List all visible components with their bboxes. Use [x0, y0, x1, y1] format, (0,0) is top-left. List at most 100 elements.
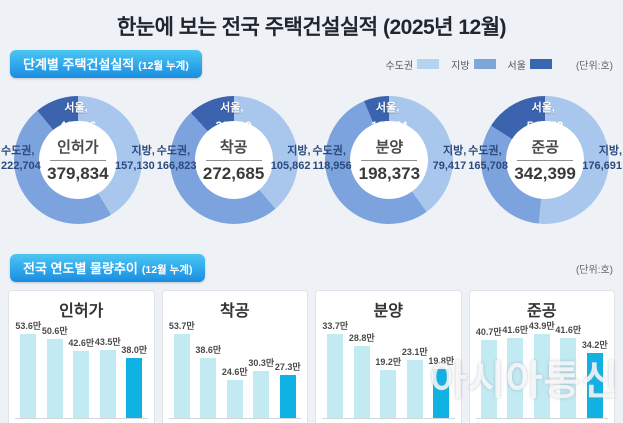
bar-column: 34.2만	[581, 338, 608, 418]
bar	[433, 369, 450, 418]
donut-total: 379,834	[47, 164, 109, 183]
donut-center: 착공 272,685	[194, 121, 273, 199]
bar	[46, 339, 63, 418]
donut-chart-completions: 서울, 54,653 준공 342,399 수도권, 165,708 지방, 1…	[467, 88, 623, 246]
local-callout: 지방, 157,130	[114, 145, 155, 173]
bar-value-label: 19.8만	[428, 356, 455, 366]
bar-column: 23.1만	[401, 345, 428, 418]
donut-row: 서울, 41,566 인허가 379,834 수도권, 222,704 지방, …	[0, 88, 623, 246]
legend-item-capital: 수도권	[386, 57, 440, 72]
section1-title: 단계별 주택건설실적	[23, 57, 135, 72]
bar	[173, 334, 190, 418]
divider-line	[49, 160, 106, 161]
plot-area: 53.7만 38.6만 24.6만 30.3만 27.3만	[168, 321, 301, 419]
donut-center: 분양 198,373	[350, 121, 429, 199]
bar	[507, 338, 524, 418]
capital-callout: 수도권, 118,956	[312, 145, 352, 173]
bar	[406, 360, 423, 418]
bar-chart-title: 인허가	[59, 303, 104, 320]
donut-total: 342,399	[514, 164, 576, 183]
bar-value-label: 19.2만	[375, 357, 402, 367]
donut-title: 인허가	[57, 139, 99, 156]
divider-line	[361, 160, 418, 161]
section2-title-pill: 전국 연도별 물량추이 (12월 누계)	[10, 254, 206, 282]
legend-item-local: 지방	[451, 57, 496, 72]
bar-value-label: 53.6만	[15, 321, 42, 331]
bar-value-label: 38.6만	[195, 345, 222, 355]
donut-chart-starts: 서울, 32,119 착공 272,685 수도권, 166,823 지방, 1…	[156, 88, 312, 246]
bar	[327, 334, 344, 418]
bar-column: 28.8만	[349, 331, 375, 418]
bar	[126, 358, 143, 418]
bar	[380, 370, 397, 418]
bar	[200, 358, 217, 418]
capital-callout: 수도권, 166,823	[156, 145, 197, 173]
bar-chart-title: 준공	[527, 303, 557, 320]
bar	[353, 346, 370, 418]
donut-ring: 서울, 41,566 인허가 379,834	[13, 96, 142, 224]
legend-swatch	[417, 59, 440, 69]
donut-center: 인허가 379,834	[38, 121, 117, 199]
section2-title: 전국 연도별 물량추이	[23, 261, 138, 276]
bar-value-label: 27.3만	[274, 362, 301, 372]
local-callout: 지방, 176,691	[582, 145, 622, 173]
plot-area: 33.7만 28.8만 19.2만 23.1만 19.8만	[322, 321, 455, 419]
legend-swatch	[473, 59, 496, 69]
donut-center: 준공 342,399	[506, 121, 585, 199]
seoul-segment-label: 서울,	[531, 102, 555, 114]
bar-value-label: 38.0만	[121, 345, 148, 355]
bar-column: 50.6만	[41, 324, 68, 418]
bar-value-label: 53.7만	[168, 321, 195, 331]
bar-column: 33.7만	[322, 319, 348, 418]
capital-callout: 수도권, 165,708	[468, 145, 509, 173]
bar-column: 38.0만	[121, 343, 148, 418]
section1-subtitle: (12월 누계)	[138, 60, 189, 72]
bar-value-label: 23.1만	[401, 347, 428, 357]
bar	[99, 350, 116, 418]
legend-label: 지방	[451, 60, 470, 72]
bar-value-label: 30.3만	[248, 358, 275, 368]
bar-column: 41.6만	[555, 323, 582, 418]
capital-callout: 수도권, 222,704	[1, 145, 41, 173]
donut-title: 분양	[375, 139, 404, 156]
page-title: 한눈에 보는 전국 주택건설실적 (2025년 12월)	[116, 16, 507, 39]
section1-header: 단계별 주택건설실적 (12월 누계) 수도권 지방 서울 (단위:호)	[10, 50, 613, 78]
section2-header: 전국 연도별 물량추이 (12월 누계) (단위:호)	[10, 254, 613, 282]
seoul-segment-label: 서울,	[220, 102, 244, 114]
bar-value-label: 41.6만	[555, 325, 582, 335]
bar	[226, 380, 243, 418]
bar-value-label: 34.2만	[581, 340, 608, 350]
bar-value-label: 43.5만	[94, 337, 121, 347]
bar	[279, 375, 296, 418]
plot-area: 53.6만 50.6만 42.6만 43.5만 38.0만	[15, 321, 148, 419]
unit-label: (단위:호)	[575, 60, 613, 72]
bar-column: 30.3만	[248, 356, 275, 418]
divider-line	[205, 160, 262, 161]
bar	[20, 334, 37, 418]
bar-chart-title: 착공	[220, 303, 250, 320]
bar-column: 19.8만	[428, 354, 455, 418]
bar-value-label: 50.6만	[41, 326, 68, 336]
donut-chart-sales: 서울, 12,654 분양 198,373 수도권, 118,956 지방, 7…	[312, 88, 468, 246]
plot-area: 40.7만 41.6만 43.9만 41.6만 34.2만	[475, 319, 608, 419]
donut-ring: 서울, 54,653 준공 342,399	[481, 96, 610, 224]
bar-column: 24.6만	[222, 365, 248, 418]
bar-column: 42.6만	[68, 336, 94, 418]
bar	[586, 353, 603, 418]
donut-ring: 서울, 32,119 착공 272,685	[169, 96, 298, 224]
bar-column: 41.6만	[502, 323, 528, 418]
section1-title-pill: 단계별 주택건설실적 (12월 누계)	[10, 50, 202, 78]
donut-title: 준공	[531, 139, 559, 156]
bar-column: 43.9만	[528, 319, 555, 418]
bar-value-label: 43.9만	[528, 321, 555, 331]
bar	[533, 334, 550, 418]
seoul-segment-label: 서울,	[64, 102, 88, 114]
bar-column: 43.5만	[94, 335, 121, 418]
local-callout: 지방, 79,417	[432, 145, 467, 173]
legend-label: 수도권	[385, 60, 414, 72]
